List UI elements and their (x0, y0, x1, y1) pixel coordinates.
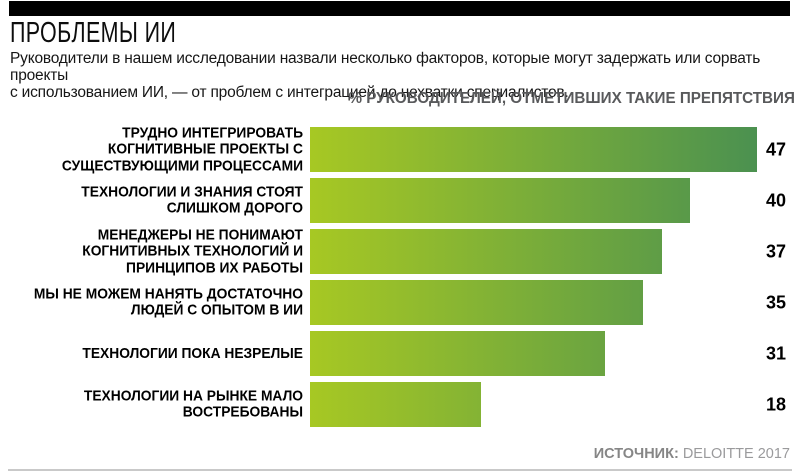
bar-label: ТЕХНОЛОГИИ ПОКА НЕЗРЕЛЫЕ (82, 344, 304, 362)
bar-label: ТЕХНОЛОГИИ И ЗНАНИЯ СТОЯТ СЛИШКОМ ДОРОГО (81, 183, 303, 217)
bar (310, 229, 662, 274)
bar (310, 331, 605, 376)
bar-value: 31 (765, 343, 786, 363)
bar-value: 18 (765, 394, 786, 414)
bar-row: ТЕХНОЛОГИИ ПОКА НЕЗРЕЛЫЕ 31 (0, 331, 800, 376)
source-label: ИСТОЧНИК: (593, 446, 679, 462)
axis-note: % РУКОВОДИТЕЛЕЙ, ОТМЕТИВШИХ ТАКИЕ ПРЕПЯТ… (348, 90, 795, 107)
chart-subtitle: Руководители в нашем исследовании назвал… (10, 50, 761, 101)
bar-row: ТЕХНОЛОГИИ НА РЫНКЕ МАЛО ВОСТРЕБОВАНЫ 18 (0, 382, 800, 427)
bar-value: 40 (765, 190, 786, 210)
bar-row: ТЕХНОЛОГИИ И ЗНАНИЯ СТОЯТ СЛИШКОМ ДОРОГО… (0, 178, 800, 223)
bar-label: ТРУДНО ИНТЕГРИРОВАТЬ КОГНИТИВНЫЕ ПРОЕКТЫ… (61, 123, 303, 174)
bar-row: ТРУДНО ИНТЕГРИРОВАТЬ КОГНИТИВНЫЕ ПРОЕКТЫ… (0, 123, 800, 174)
bar-label: МЕНЕДЖЕРЫ НЕ ПОНИМАЮТ КОГНИТИВНЫХ ТЕХНОЛ… (82, 225, 303, 276)
bar-label: ТЕХНОЛОГИИ НА РЫНКЕ МАЛО ВОСТРЕБОВАНЫ (83, 387, 303, 421)
bar-label: МЫ НЕ МОЖЕМ НАНЯТЬ ДОСТАТОЧНО ЛЮДЕЙ С ОП… (33, 285, 303, 319)
bar (310, 178, 690, 223)
bar-chart: ТРУДНО ИНТЕГРИРОВАТЬ КОГНИТИВНЫЕ ПРОЕКТЫ… (0, 123, 800, 433)
bottom-edge-line (8, 469, 792, 471)
top-accent-bar (9, 1, 790, 16)
chart-title: ПРОБЛЕМЫ ИИ (10, 17, 177, 49)
bar (310, 127, 757, 172)
bar-row: МЕНЕДЖЕРЫ НЕ ПОНИМАЮТ КОГНИТИВНЫХ ТЕХНОЛ… (0, 225, 800, 276)
bar-value: 47 (765, 139, 786, 159)
bar-value: 37 (765, 241, 786, 261)
source-line: ИСТОЧНИК: DELOITTE 2017 (594, 446, 790, 462)
bar (310, 382, 481, 427)
bar-row: МЫ НЕ МОЖЕМ НАНЯТЬ ДОСТАТОЧНО ЛЮДЕЙ С ОП… (0, 280, 800, 325)
bar-value: 35 (765, 292, 786, 312)
source-value: DELOITTE 2017 (682, 446, 790, 462)
bar (310, 280, 643, 325)
